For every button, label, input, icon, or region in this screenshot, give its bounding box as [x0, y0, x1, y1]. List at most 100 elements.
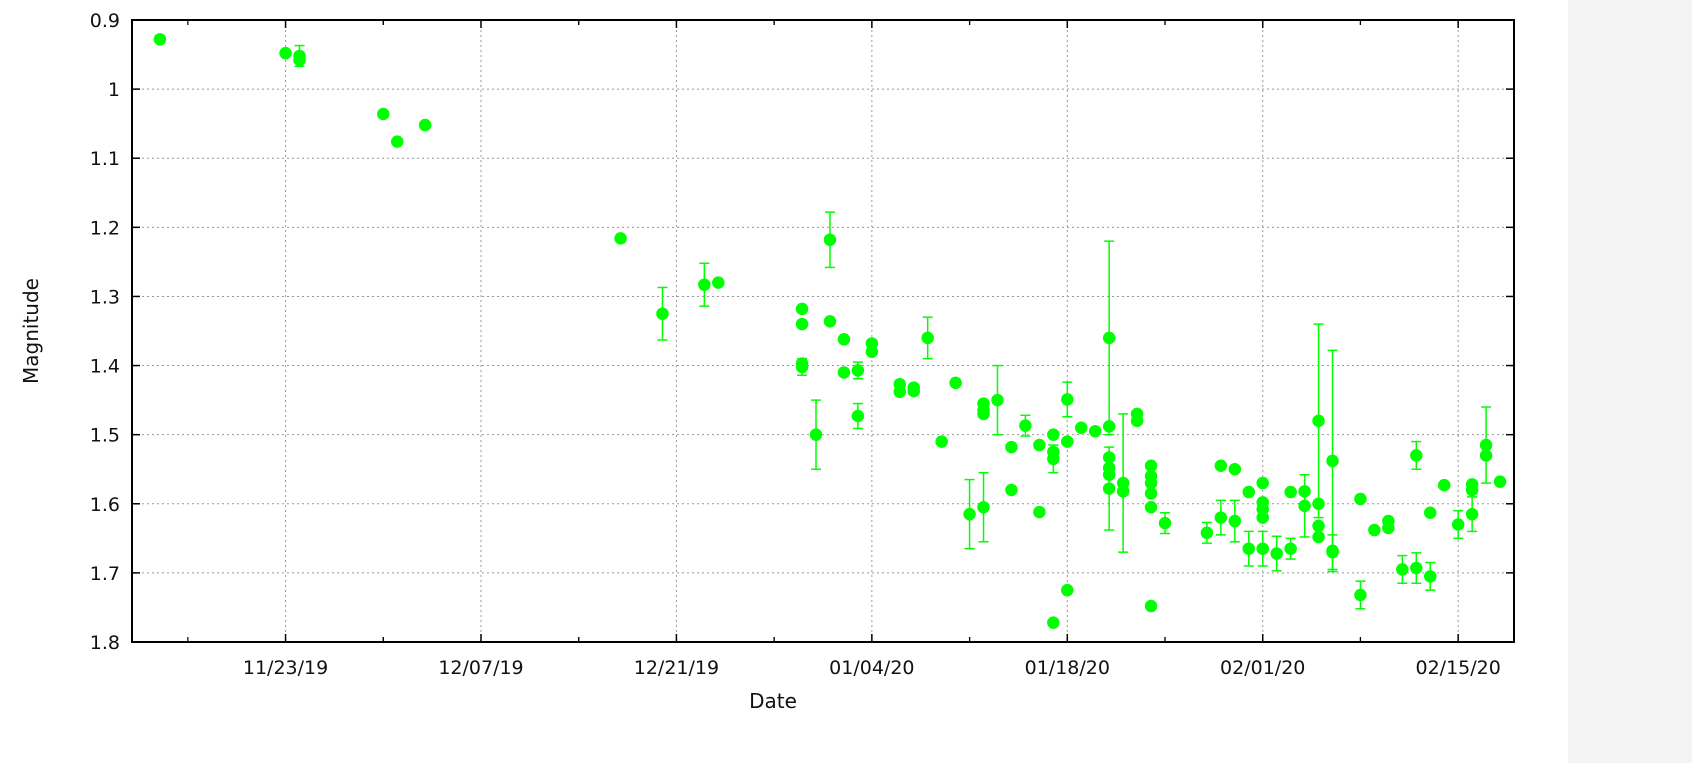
data-point — [1256, 542, 1269, 555]
data-point — [795, 360, 809, 374]
data-point — [1270, 547, 1283, 560]
x-tick-label: 01/18/20 — [1025, 657, 1110, 679]
data-point — [865, 345, 879, 358]
x-axis-ticks: 11/23/19 12/07/19 12/21/19 01/04/20 01/18/20… — [187, 20, 1501, 679]
data-point — [1144, 599, 1158, 613]
data-point — [977, 500, 990, 514]
data-point — [823, 315, 837, 328]
data-point — [1479, 438, 1493, 452]
data-point — [1312, 519, 1325, 533]
x-tick-label: 02/15/20 — [1415, 657, 1500, 679]
data-point — [837, 333, 851, 346]
data-point — [1047, 428, 1060, 441]
data-point — [1102, 331, 1116, 345]
data-point — [1061, 435, 1074, 448]
data-point — [656, 307, 669, 320]
data-point — [1047, 452, 1060, 466]
data-point — [1451, 518, 1465, 531]
y-tick-label: 1.3 — [90, 286, 120, 308]
data-point — [1005, 483, 1018, 497]
data-point — [1214, 511, 1228, 524]
data-point — [293, 53, 306, 67]
y-tick-label: 1.5 — [90, 425, 120, 447]
data-point — [1326, 454, 1339, 468]
data-point — [991, 393, 1004, 407]
data-point — [1019, 419, 1032, 432]
data-point — [1493, 475, 1507, 488]
data-point — [1284, 485, 1297, 499]
y-axis-title: Magnitude — [19, 278, 43, 384]
data-point — [1144, 459, 1158, 473]
data-point — [963, 507, 976, 521]
data-point — [795, 317, 809, 331]
data-point — [279, 46, 292, 60]
data-point — [1284, 542, 1297, 555]
x-tick-label: 01/04/20 — [829, 657, 914, 679]
x-tick-label: 12/07/19 — [438, 657, 523, 679]
data-point — [1368, 523, 1381, 537]
data-point — [712, 276, 725, 289]
data-point — [1410, 449, 1423, 462]
data-point — [1033, 438, 1046, 452]
data-point — [614, 232, 627, 245]
data-point — [1423, 506, 1437, 520]
data-point — [1298, 485, 1311, 498]
data-point — [1354, 588, 1367, 602]
y-tick-label: 1.7 — [90, 563, 120, 585]
data-point — [1465, 507, 1479, 521]
data-point — [1228, 514, 1242, 528]
data-point — [977, 407, 990, 421]
x-tick-label: 11/23/19 — [243, 657, 328, 679]
data-point — [837, 366, 851, 379]
data-point — [153, 33, 167, 46]
data-point — [1102, 482, 1116, 495]
data-point — [935, 435, 948, 448]
data-point — [1214, 459, 1228, 473]
data-point — [698, 278, 711, 291]
y-axis-ticks: 0.9 1 1.1 1.2 1.3 1.4 1.5 1.6 1.7 1.8 — [90, 10, 1514, 654]
data-point — [1158, 516, 1172, 530]
data-point — [921, 331, 934, 345]
data-point — [795, 302, 809, 316]
magnitude-chart: 0.9 1 1.1 1.2 1.3 1.4 1.5 1.6 1.7 1.8 11/23/19 12/… — [19, 10, 1515, 713]
background-strip — [1568, 0, 1692, 763]
data-point — [1130, 414, 1144, 428]
data-point — [1465, 483, 1479, 497]
data-point — [1144, 476, 1158, 490]
x-tick-label: 02/01/20 — [1220, 657, 1305, 679]
data-point — [1354, 492, 1367, 506]
y-tick-label: 1.8 — [90, 632, 120, 654]
x-axis-title: Date — [749, 689, 797, 713]
data-point — [1200, 526, 1214, 540]
data-point — [893, 385, 907, 399]
data-point — [1256, 511, 1269, 524]
data-point — [1075, 421, 1088, 435]
data-point — [1298, 499, 1311, 513]
data-point — [390, 135, 404, 148]
data-point — [1382, 521, 1395, 535]
data-point — [1033, 505, 1046, 519]
data-point — [1312, 414, 1325, 428]
data-point — [1423, 570, 1437, 583]
data-point — [1437, 478, 1451, 492]
data-point — [851, 409, 865, 423]
data-point — [1088, 424, 1102, 438]
data-point — [1047, 616, 1060, 629]
data-point — [1061, 393, 1074, 406]
y-tick-label: 1.1 — [90, 148, 120, 170]
data-point — [1228, 462, 1242, 476]
data-point — [907, 384, 920, 398]
plot-frame — [131, 19, 1515, 643]
data-point — [1479, 449, 1493, 462]
data-point — [1242, 542, 1256, 555]
data-point — [949, 376, 962, 390]
data-point — [1410, 561, 1423, 575]
data-point — [1144, 487, 1158, 500]
data-point — [1005, 440, 1018, 454]
y-tick-label: 1 — [108, 79, 120, 101]
data-points — [153, 33, 1507, 629]
data-point — [1116, 485, 1130, 498]
data-point — [1144, 500, 1158, 514]
data-point — [1061, 583, 1074, 597]
x-tick-label: 12/21/19 — [634, 657, 719, 679]
